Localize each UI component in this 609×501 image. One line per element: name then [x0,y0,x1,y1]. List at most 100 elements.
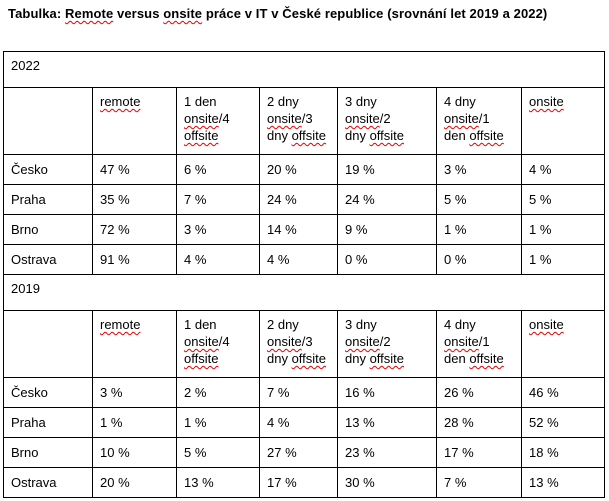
column-header-line: remote [100,316,171,333]
misspelled-word: onsite [184,334,219,349]
column-header-line: den offsite [444,128,504,143]
misspelled-word: onsite [529,94,564,109]
table-row: Brno 10 % 5 % 27 % 23 % 17 % 18 % [3,437,605,468]
row-label: Praha [3,407,93,438]
value-cell: 4 % [259,407,338,438]
column-header-line: remote [100,93,171,110]
value-cell: 5 % [176,437,260,468]
misspelled-word: onsite [184,111,219,126]
value-cell: 23 % [337,437,437,468]
value-cell: 17 % [436,437,522,468]
value-cell: 14 % [259,214,338,245]
column-header: onsite [521,310,605,378]
column-header: remote [92,310,177,378]
misspelled-word: offsite [369,128,405,143]
value-cell: 5 % [436,184,522,215]
value-cell: 72 % [92,214,177,245]
table-row: Ostrava 20 % 13 % 17 % 30 % 7 % 13 % [3,467,605,498]
column-header-line: onsite/1 [444,111,490,126]
table-row: Česko 3 % 2 % 7 % 16 % 26 % 46 % [3,377,605,408]
value-cell: 13 % [521,467,605,498]
value-cell: 13 % [176,467,260,498]
row-label: Praha [3,184,93,215]
table-body: 2022 remote 1 den onsite/4 offsite 2 dny onsit… [3,51,605,498]
column-header-line: onsite/4 [184,111,230,126]
corner-cell [3,310,93,378]
value-cell: 0 % [337,244,437,275]
value-cell: 3 % [436,154,522,185]
row-label: Ostrava [3,467,93,498]
value-cell: 52 % [521,407,605,438]
year-section-label: 2019 [3,274,605,311]
misspelled-word: offsite [369,351,405,366]
misspelled-word: onsite [345,111,380,126]
table-row: Brno 72 % 3 % 14 % 9 % 1 % 1 % [3,214,605,245]
misspelled-word: onsite [529,317,564,332]
misspelled-word: onsite [163,6,203,21]
misspelled-word: offsite [291,128,327,143]
value-cell: 10 % [92,437,177,468]
column-header: 1 den onsite/4 offsite [176,310,260,378]
value-cell: 1 % [436,214,522,245]
misspelled-word: onsite [267,334,302,349]
column-header-line: onsite [529,93,599,110]
column-header-line: dny offsite [267,128,327,143]
column-header: 3 dny onsite/2 dny offsite [337,310,437,378]
value-cell: 24 % [259,184,338,215]
column-header: 1 den onsite/4 offsite [176,87,260,155]
value-cell: 7 % [259,377,338,408]
column-header-line: offsite [184,350,254,367]
misspelled-word: offsite [291,351,327,366]
column-header-line: 1 den [184,317,217,332]
table-row: Česko 47 % 6 % 20 % 19 % 3 % 4 % [3,154,605,185]
misspelled-word: offsite [184,351,219,366]
row-label: Brno [3,214,93,245]
column-header: 3 dny onsite/2 dny offsite [337,87,437,155]
misspelled-word: offsite [184,128,219,143]
column-header: remote [92,87,177,155]
misspelled-word: remote [100,317,141,332]
value-cell: 4 % [259,244,338,275]
value-cell: 7 % [176,184,260,215]
row-label: Česko [3,377,93,408]
column-header-line: 3 dny [345,94,377,109]
misspelled-word: Remote [65,6,114,21]
year-section-label: 2022 [3,51,605,88]
column-header-line: 4 dny [444,94,476,109]
column-header: 2 dny onsite/3 dny offsite [259,87,338,155]
column-header-line: 1 den [184,94,217,109]
misspelled-word: onsite [444,111,479,126]
value-cell: 3 % [176,214,260,245]
row-label: Ostrava [3,244,93,275]
column-header-line: onsite/4 [184,334,230,349]
misspelled-word: offsite [469,351,504,366]
column-header-line: onsite/3 [267,111,313,126]
column-header-line: onsite/2 [345,111,391,126]
column-header-line: den offsite [444,351,504,366]
value-cell: 46 % [521,377,605,408]
misspelled-word: onsite [345,334,380,349]
value-cell: 17 % [259,467,338,498]
column-header-line: onsite/2 [345,334,391,349]
misspelled-word: offsite [469,128,504,143]
value-cell: 4 % [521,154,605,185]
value-cell: 26 % [436,377,522,408]
value-cell: 27 % [259,437,338,468]
value-cell: 30 % [337,467,437,498]
value-cell: 7 % [436,467,522,498]
column-header: 4 dny onsite/1 den offsite [436,87,522,155]
row-label: Brno [3,437,93,468]
value-cell: 5 % [521,184,605,215]
value-cell: 9 % [337,214,437,245]
misspelled-word: onsite [444,334,479,349]
remote-vs-onsite-table: 2022 remote 1 den onsite/4 offsite 2 dny onsit… [3,51,605,498]
table-row: Praha 35 % 7 % 24 % 24 % 5 % 5 % [3,184,605,215]
value-cell: 91 % [92,244,177,275]
value-cell: 13 % [337,407,437,438]
value-cell: 0 % [436,244,522,275]
value-cell: 18 % [521,437,605,468]
value-cell: 6 % [176,154,260,185]
value-cell: 2 % [176,377,260,408]
misspelled-word: remote [100,94,141,109]
corner-cell [3,87,93,155]
